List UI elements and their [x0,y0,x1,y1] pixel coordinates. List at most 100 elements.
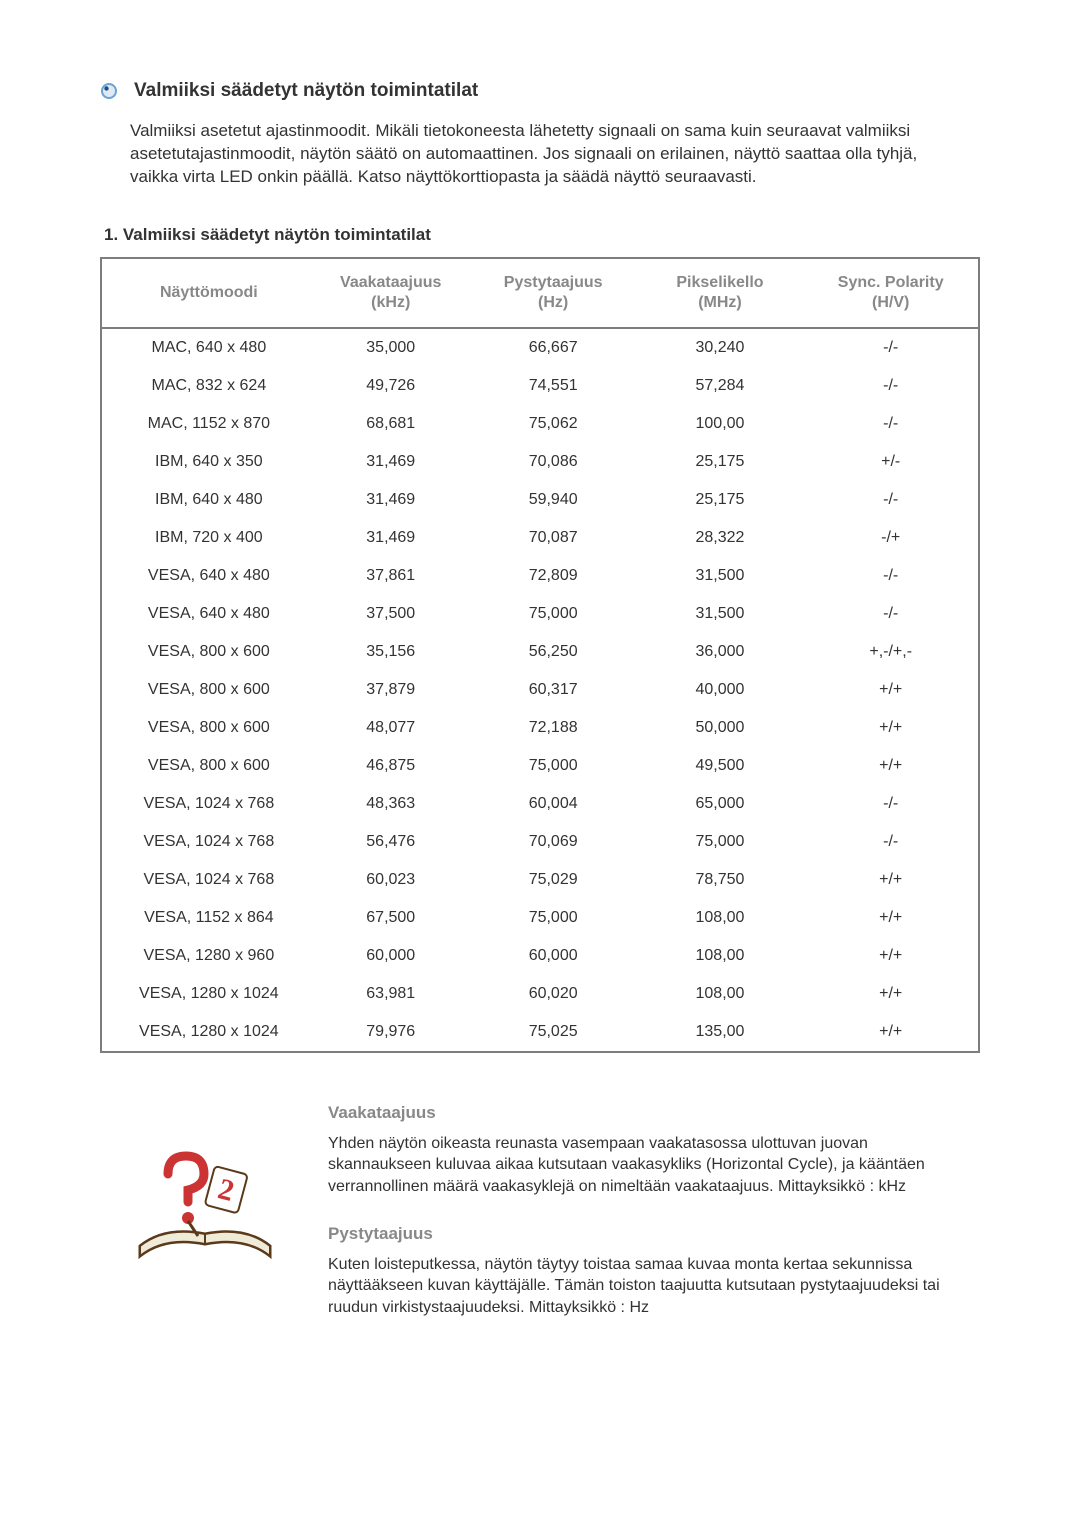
table-cell: 108,00 [637,937,804,975]
table-cell: -/- [803,785,979,823]
table-row: VESA, 1024 x 76860,02375,02978,750+/+ [101,861,979,899]
table-cell: VESA, 1280 x 1024 [101,1013,312,1052]
table-cell: 74,551 [470,367,637,405]
table-cell: 50,000 [637,709,804,747]
table-cell: 56,250 [470,633,637,671]
table-cell: VESA, 640 x 480 [101,557,312,595]
table-cell: 78,750 [637,861,804,899]
table-cell: 35,000 [312,328,470,367]
definition-terms: Vaakataajuus Yhden näytön oikeasta reunas… [328,1103,970,1319]
table-cell: 75,029 [470,861,637,899]
table-cell: VESA, 640 x 480 [101,595,312,633]
table-cell: 57,284 [637,367,804,405]
table-row: MAC, 1152 x 87068,68175,062100,00-/- [101,405,979,443]
table-cell: 60,000 [470,937,637,975]
table-cell: 46,875 [312,747,470,785]
table-cell: 31,469 [312,519,470,557]
table-cell: 72,188 [470,709,637,747]
table-cell: 37,879 [312,671,470,709]
table-row: VESA, 800 x 60048,07772,18850,000+/+ [101,709,979,747]
table-cell: VESA, 1024 x 768 [101,785,312,823]
table-cell: 68,681 [312,405,470,443]
table-cell: VESA, 1024 x 768 [101,823,312,861]
table-cell: 35,156 [312,633,470,671]
table-cell: 75,000 [470,899,637,937]
definition-heading: Pystytaajuus [328,1224,970,1244]
table-cell: 28,322 [637,519,804,557]
table-cell: 48,363 [312,785,470,823]
table-row: IBM, 720 x 40031,46970,08728,322-/+ [101,519,979,557]
table-cell: -/- [803,328,979,367]
document-page: Valmiiksi säädetyt näytön toimintatilat … [0,0,1080,1527]
table-cell: 31,500 [637,595,804,633]
table-row: VESA, 640 x 48037,50075,00031,500-/- [101,595,979,633]
table-row: VESA, 1024 x 76856,47670,06975,000-/- [101,823,979,861]
table-cell: -/- [803,367,979,405]
table-row: IBM, 640 x 35031,46970,08625,175+/- [101,443,979,481]
bullet-icon [100,82,118,100]
table-row: VESA, 1024 x 76848,36360,00465,000-/- [101,785,979,823]
table-cell: 48,077 [312,709,470,747]
table-row: VESA, 800 x 60035,15656,25036,000+,-/+,- [101,633,979,671]
table-row: MAC, 640 x 48035,00066,66730,240-/- [101,328,979,367]
table-cell: -/- [803,823,979,861]
table-cell: 56,476 [312,823,470,861]
table-cell: -/- [803,481,979,519]
table-cell: 100,00 [637,405,804,443]
table-cell: 108,00 [637,899,804,937]
table-cell: VESA, 800 x 600 [101,709,312,747]
table-row: VESA, 800 x 60046,87575,00049,500+/+ [101,747,979,785]
table-cell: 30,240 [637,328,804,367]
table-cell: VESA, 1024 x 768 [101,861,312,899]
table-cell: 75,062 [470,405,637,443]
table-cell: 36,000 [637,633,804,671]
preset-modes-table: NäyttömoodiVaakataajuus(kHz)Pystytaajuus… [100,257,980,1053]
table-cell: 72,809 [470,557,637,595]
table-cell: 70,069 [470,823,637,861]
table-cell: VESA, 800 x 600 [101,671,312,709]
table-cell: -/+ [803,519,979,557]
table-cell: VESA, 1152 x 864 [101,899,312,937]
table-cell: 60,023 [312,861,470,899]
table-cell: 49,726 [312,367,470,405]
table-cell: 70,086 [470,443,637,481]
table-cell: MAC, 832 x 624 [101,367,312,405]
table-cell: +/+ [803,861,979,899]
table-col-header: Pystytaajuus(Hz) [470,258,637,328]
table-cell: MAC, 640 x 480 [101,328,312,367]
table-cell: 79,976 [312,1013,470,1052]
table-body: MAC, 640 x 48035,00066,66730,240-/-MAC, … [101,328,979,1052]
table-cell: 63,981 [312,975,470,1013]
table-row: VESA, 1280 x 102463,98160,020108,00+/+ [101,975,979,1013]
table-col-header: Näyttömoodi [101,258,312,328]
table-row: MAC, 832 x 62449,72674,55157,284-/- [101,367,979,405]
table-row: VESA, 1280 x 102479,97675,025135,00+/+ [101,1013,979,1052]
table-cell: +/+ [803,1013,979,1052]
table-cell: 66,667 [470,328,637,367]
intro-paragraph: Valmiiksi asetetut ajastinmoodit. Mikäli… [100,120,980,189]
table-cell: MAC, 1152 x 870 [101,405,312,443]
table-cell: 75,000 [637,823,804,861]
table-cell: 60,004 [470,785,637,823]
book-icon: 2 [110,1136,300,1286]
table-header-row: NäyttömoodiVaakataajuus(kHz)Pystytaajuus… [101,258,979,328]
table-cell: 37,861 [312,557,470,595]
table-cell: IBM, 640 x 480 [101,481,312,519]
table-cell: 37,500 [312,595,470,633]
definitions-block: 2 Vaakataajuus Yhden näytön oikeasta reun… [100,1103,980,1319]
definition-heading: Vaakataajuus [328,1103,970,1123]
table-cell: -/- [803,557,979,595]
table-col-header: Pikselikello(MHz) [637,258,804,328]
definition-text: Yhden näytön oikeasta reunasta vasempaan… [328,1133,970,1198]
table-cell: -/- [803,595,979,633]
table-cell: VESA, 800 x 600 [101,747,312,785]
table-cell: -/- [803,405,979,443]
definition-term: Vaakataajuus Yhden näytön oikeasta reunas… [328,1103,970,1198]
table-cell: IBM, 640 x 350 [101,443,312,481]
table-cell: 75,000 [470,595,637,633]
table-cell: 60,000 [312,937,470,975]
table-cell: 70,087 [470,519,637,557]
table-cell: +/+ [803,709,979,747]
table-cell: 25,175 [637,481,804,519]
table-cell: +/+ [803,747,979,785]
